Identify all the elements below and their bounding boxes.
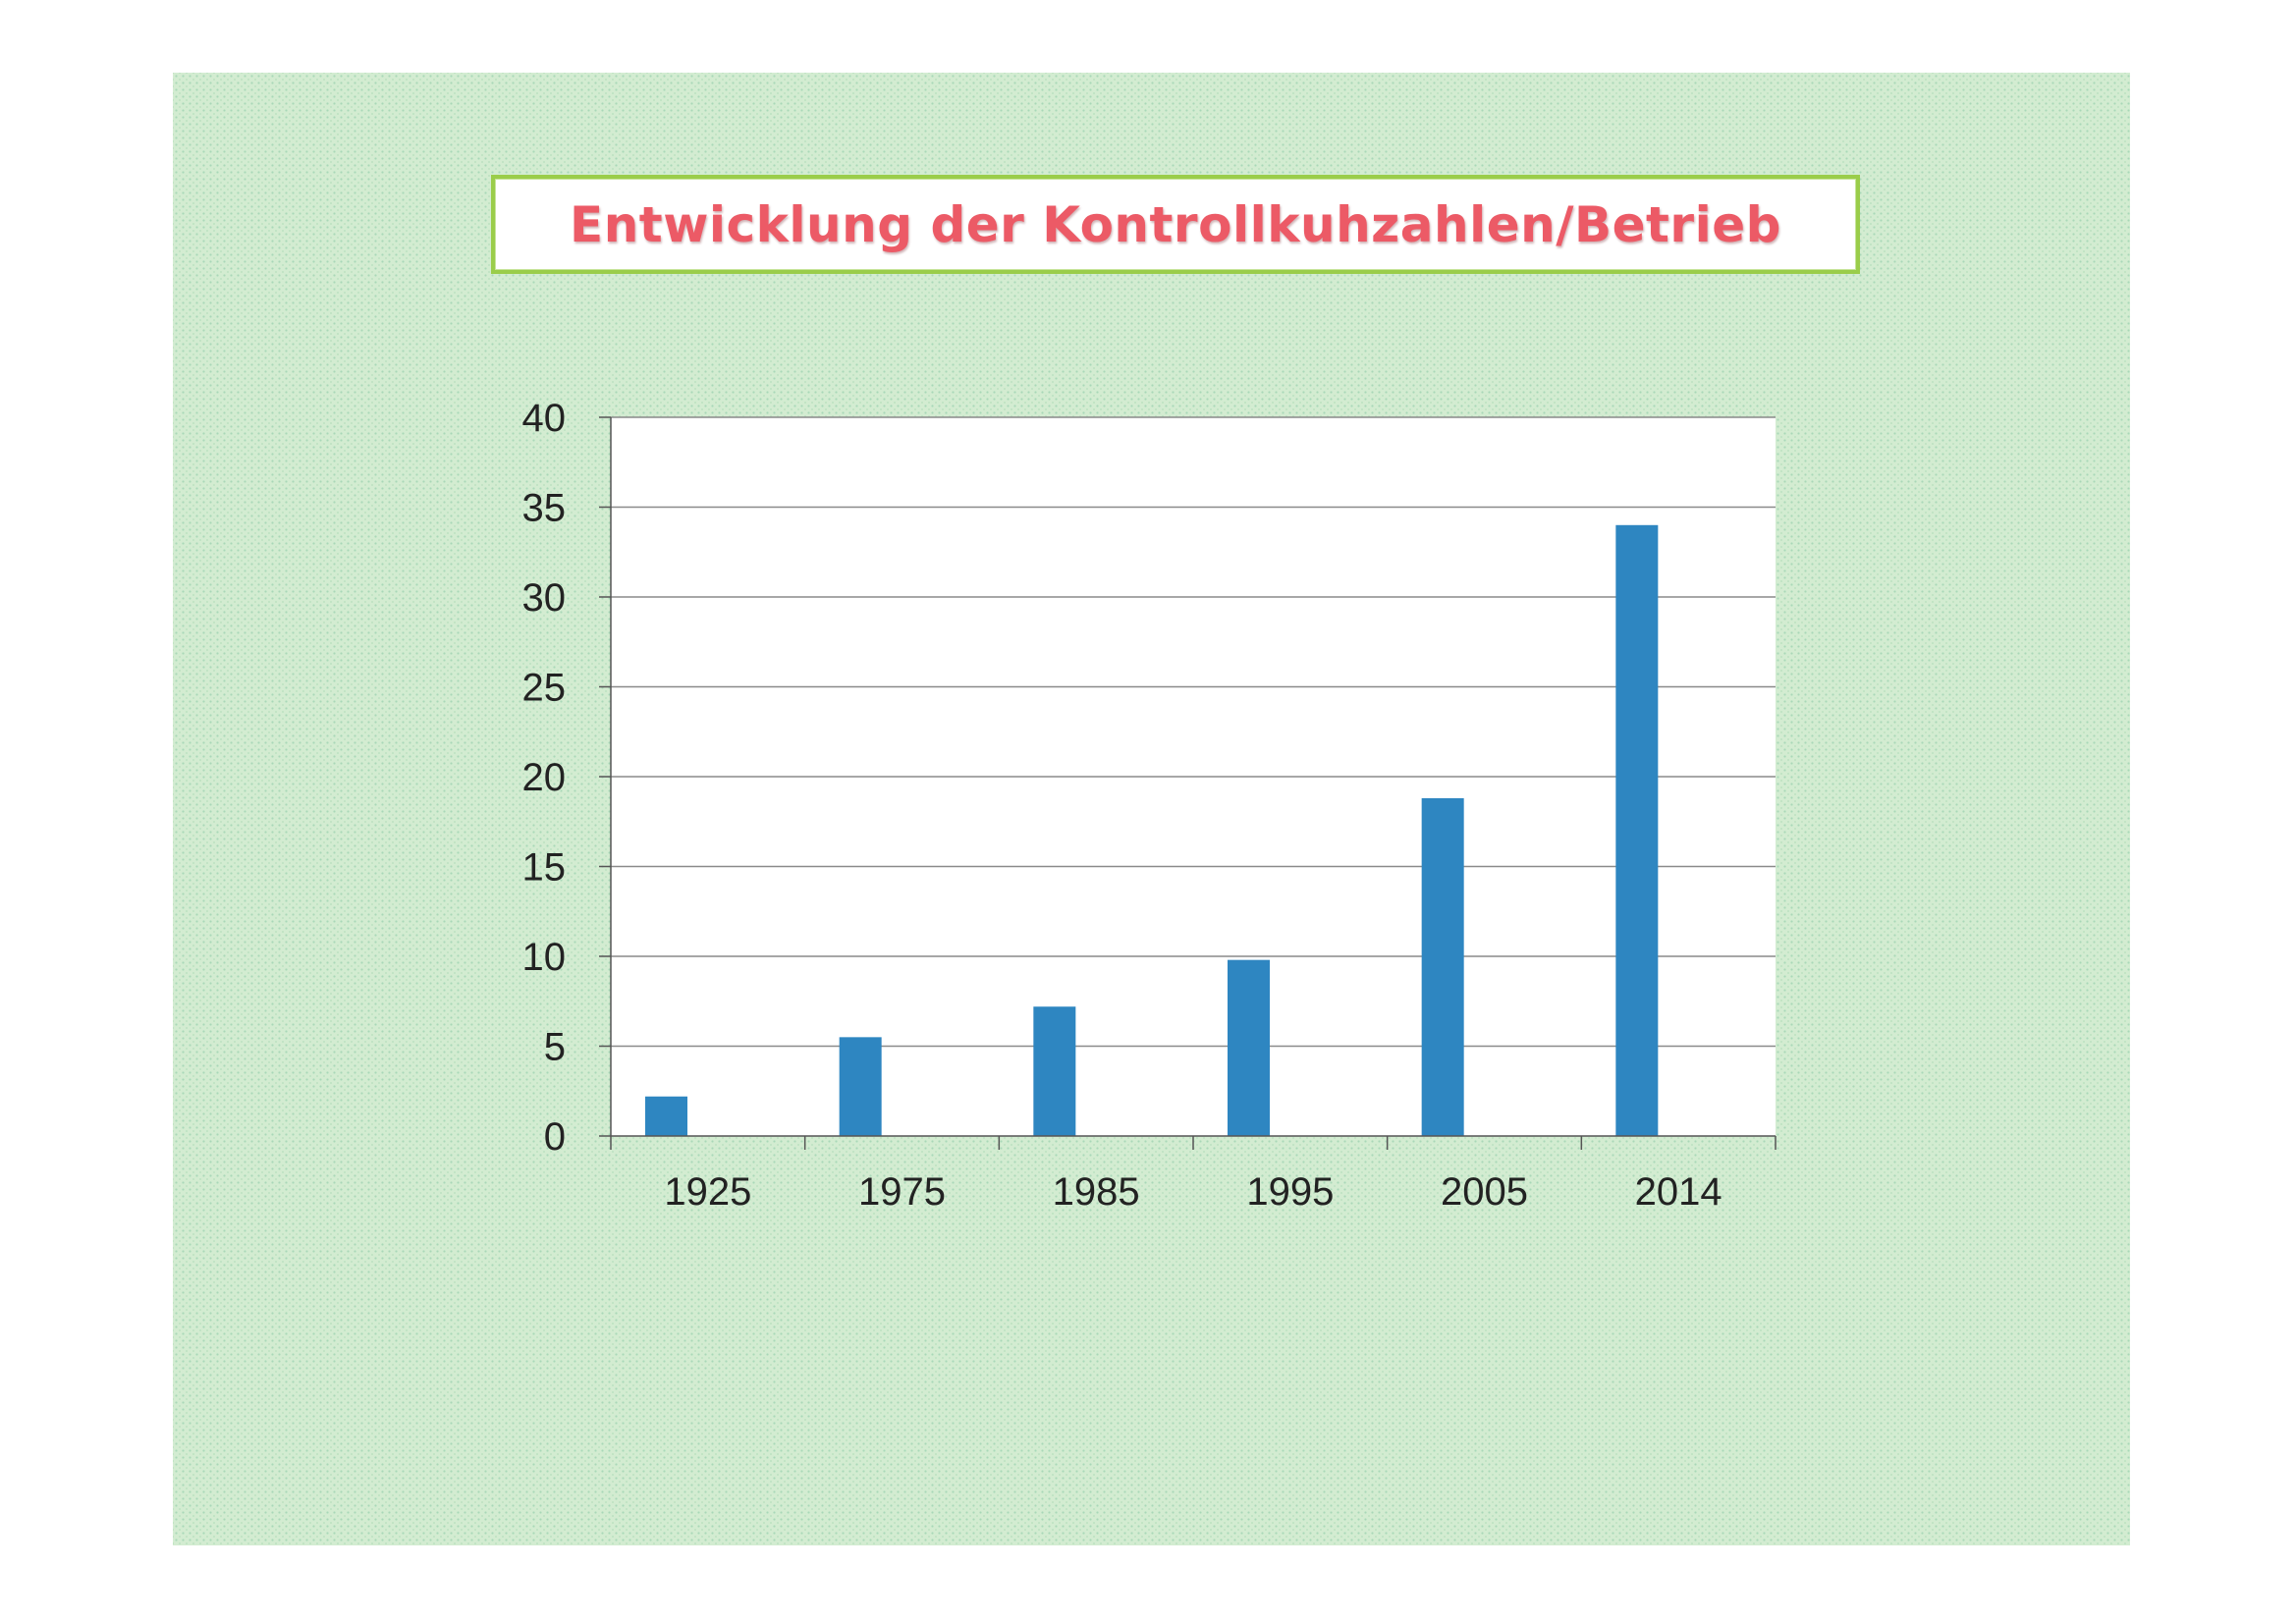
x-tick-label: 2014 (1635, 1170, 1722, 1214)
bar-1995 (1228, 959, 1270, 1136)
y-tick-label: 30 (522, 576, 567, 620)
gridlines (599, 416, 1776, 1137)
x-tick-label: 1985 (1053, 1170, 1140, 1214)
y-tick-label: 35 (522, 487, 567, 530)
x-tick-label: 1995 (1246, 1170, 1334, 1214)
bars (645, 524, 1659, 1136)
y-tick-labels: 0 5 10 15 20 25 30 35 40 (522, 397, 567, 1159)
axes (610, 417, 1777, 1150)
y-tick-label: 40 (522, 397, 567, 440)
bar-2005 (1421, 797, 1464, 1136)
y-tick-label: 20 (522, 756, 567, 799)
bar-2014 (1615, 524, 1659, 1136)
x-tick-label: 1975 (858, 1170, 946, 1214)
y-tick-label: 5 (544, 1026, 566, 1069)
y-tick-label: 15 (522, 846, 567, 890)
chart-title: Entwicklung der Kontrollkuhzahlen/Betrie… (570, 195, 1781, 253)
x-tick-labels: 1925 1975 1985 1995 2005 2014 (664, 1170, 1722, 1214)
y-tick-label: 0 (544, 1115, 566, 1159)
y-tick-label: 10 (522, 936, 567, 979)
x-tick-label: 2005 (1441, 1170, 1528, 1214)
y-tick-label: 25 (522, 667, 567, 710)
bar-1975 (839, 1037, 882, 1136)
x-tick-label: 1925 (664, 1170, 751, 1214)
bar-1925 (645, 1096, 687, 1136)
bar-1985 (1033, 1006, 1076, 1136)
chart-title-box: Entwicklung der Kontrollkuhzahlen/Betrie… (491, 175, 1860, 274)
